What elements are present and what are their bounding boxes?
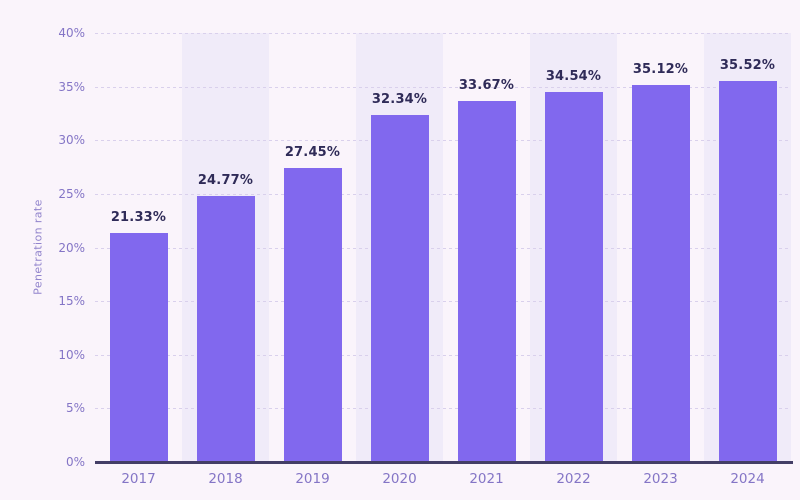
y-tick-label-15%: 15% <box>58 294 85 309</box>
y-tick-label-25%: 25% <box>58 186 85 201</box>
y-tick-label-0%: 0% <box>65 455 85 469</box>
x-axis-line <box>95 461 793 464</box>
x-tick-label-2018: 2018 <box>208 471 243 487</box>
bar-value-label-2023: 35.12% <box>632 62 689 78</box>
x-tick-label-2024: 2024 <box>730 471 765 487</box>
bar-value-label-2017: 21.33% <box>110 210 167 226</box>
gridline-5% <box>95 408 791 410</box>
y-tick-label-35%: 35% <box>58 79 85 94</box>
x-tick-label-2021: 2021 <box>469 471 504 487</box>
gridline-30% <box>95 140 791 142</box>
bar-value-label-2022: 34.54% <box>545 68 602 84</box>
x-tick-label-2020: 2020 <box>382 471 417 487</box>
bar-2020[interactable] <box>370 115 429 462</box>
bar-value-label-2019: 27.45% <box>284 144 341 160</box>
x-tick-label-2019: 2019 <box>295 471 330 487</box>
bar-value-label-2024: 35.52% <box>719 58 776 74</box>
bar-2023[interactable] <box>631 85 690 462</box>
x-tick-label-2017: 2017 <box>121 471 156 487</box>
bar-2021[interactable] <box>457 100 516 462</box>
bar-2019[interactable] <box>283 167 342 462</box>
bar-value-label-2020: 32.34% <box>371 92 428 108</box>
y-tick-label-20%: 20% <box>58 240 85 255</box>
gridline-20% <box>95 247 791 249</box>
bar-2018[interactable] <box>196 196 255 462</box>
y-tick-label-30%: 30% <box>58 133 85 148</box>
y-tick-label-5%: 5% <box>65 401 85 416</box>
bar-2022[interactable] <box>544 91 603 462</box>
y-tick-label-40%: 40% <box>58 26 85 40</box>
bar-2024[interactable] <box>718 81 777 462</box>
y-tick-label-10%: 10% <box>58 347 85 362</box>
x-tick-label-2023: 2023 <box>643 471 678 487</box>
gridline-15% <box>95 301 791 303</box>
gridline-25% <box>95 193 791 195</box>
bar-2017[interactable] <box>109 233 168 462</box>
gridline-10% <box>95 354 791 356</box>
bar-value-label-2018: 24.77% <box>197 173 254 189</box>
x-tick-label-2022: 2022 <box>556 471 591 487</box>
bar-value-label-2021: 33.67% <box>458 77 515 93</box>
gridline-40% <box>95 33 791 34</box>
gridline-35% <box>95 86 791 88</box>
